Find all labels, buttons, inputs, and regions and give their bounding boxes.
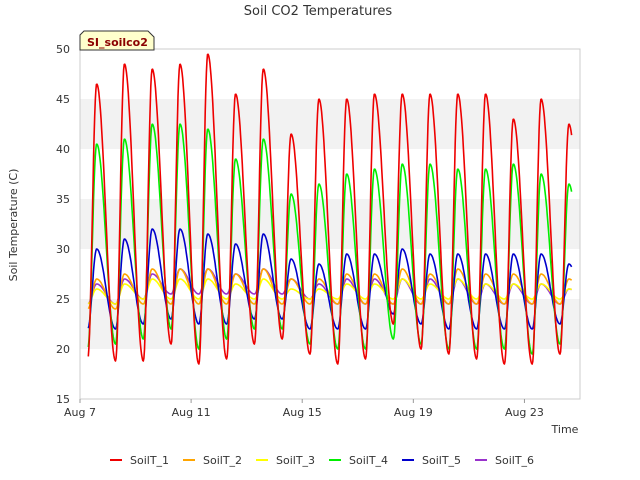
x-tick-label: Aug 15	[283, 406, 322, 419]
site-badge: SI_soilco2	[79, 30, 155, 51]
y-axis-ticks: 15 20 25 30 35 40 45 50	[56, 43, 70, 406]
y-tick-label: 25	[56, 293, 70, 306]
grid-band	[80, 199, 580, 249]
y-tick-label: 50	[56, 43, 70, 56]
legend-label: SoilT_2	[203, 454, 242, 467]
grid-band	[80, 99, 580, 149]
legend-label: SoilT_6	[495, 454, 534, 467]
x-tick-label: Aug 11	[172, 406, 211, 419]
legend-label: SoilT_4	[349, 454, 388, 467]
series-layer	[87, 53, 573, 365]
y-tick-label: 45	[56, 93, 70, 106]
y-tick-label: 20	[56, 343, 70, 356]
x-tick-label: Aug 23	[505, 406, 544, 419]
x-tick-label: Aug 7	[64, 406, 96, 419]
y-tick-label: 40	[56, 143, 70, 156]
site-badge-label: SI_soilco2	[87, 36, 148, 49]
legend-label: SoilT_3	[276, 454, 315, 467]
series-line-soilt_5	[87, 228, 573, 330]
x-axis-title: Time	[551, 423, 579, 436]
y-tick-label: 35	[56, 193, 70, 206]
legend-label: SoilT_1	[130, 454, 169, 467]
legend: SoilT_1 SoilT_2 SoilT_3 SoilT_4 SoilT_5 SoilT…	[110, 454, 534, 467]
x-tick-label: Aug 19	[394, 406, 433, 419]
y-tick-label: 15	[56, 393, 70, 406]
series-line-soilt_4	[87, 123, 573, 355]
plot-frame	[79, 48, 581, 400]
y-tick-label: 30	[56, 243, 70, 256]
series-line-soilt_1	[87, 53, 573, 365]
y-axis-title: Soil Temperature (C)	[7, 169, 20, 282]
x-axis-ticks: Aug 7 Aug 11 Aug 15 Aug 19 Aug 23	[64, 399, 544, 419]
chart-title: Soil CO2 Temperatures	[244, 4, 393, 19]
legend-label: SoilT_5	[422, 454, 461, 467]
